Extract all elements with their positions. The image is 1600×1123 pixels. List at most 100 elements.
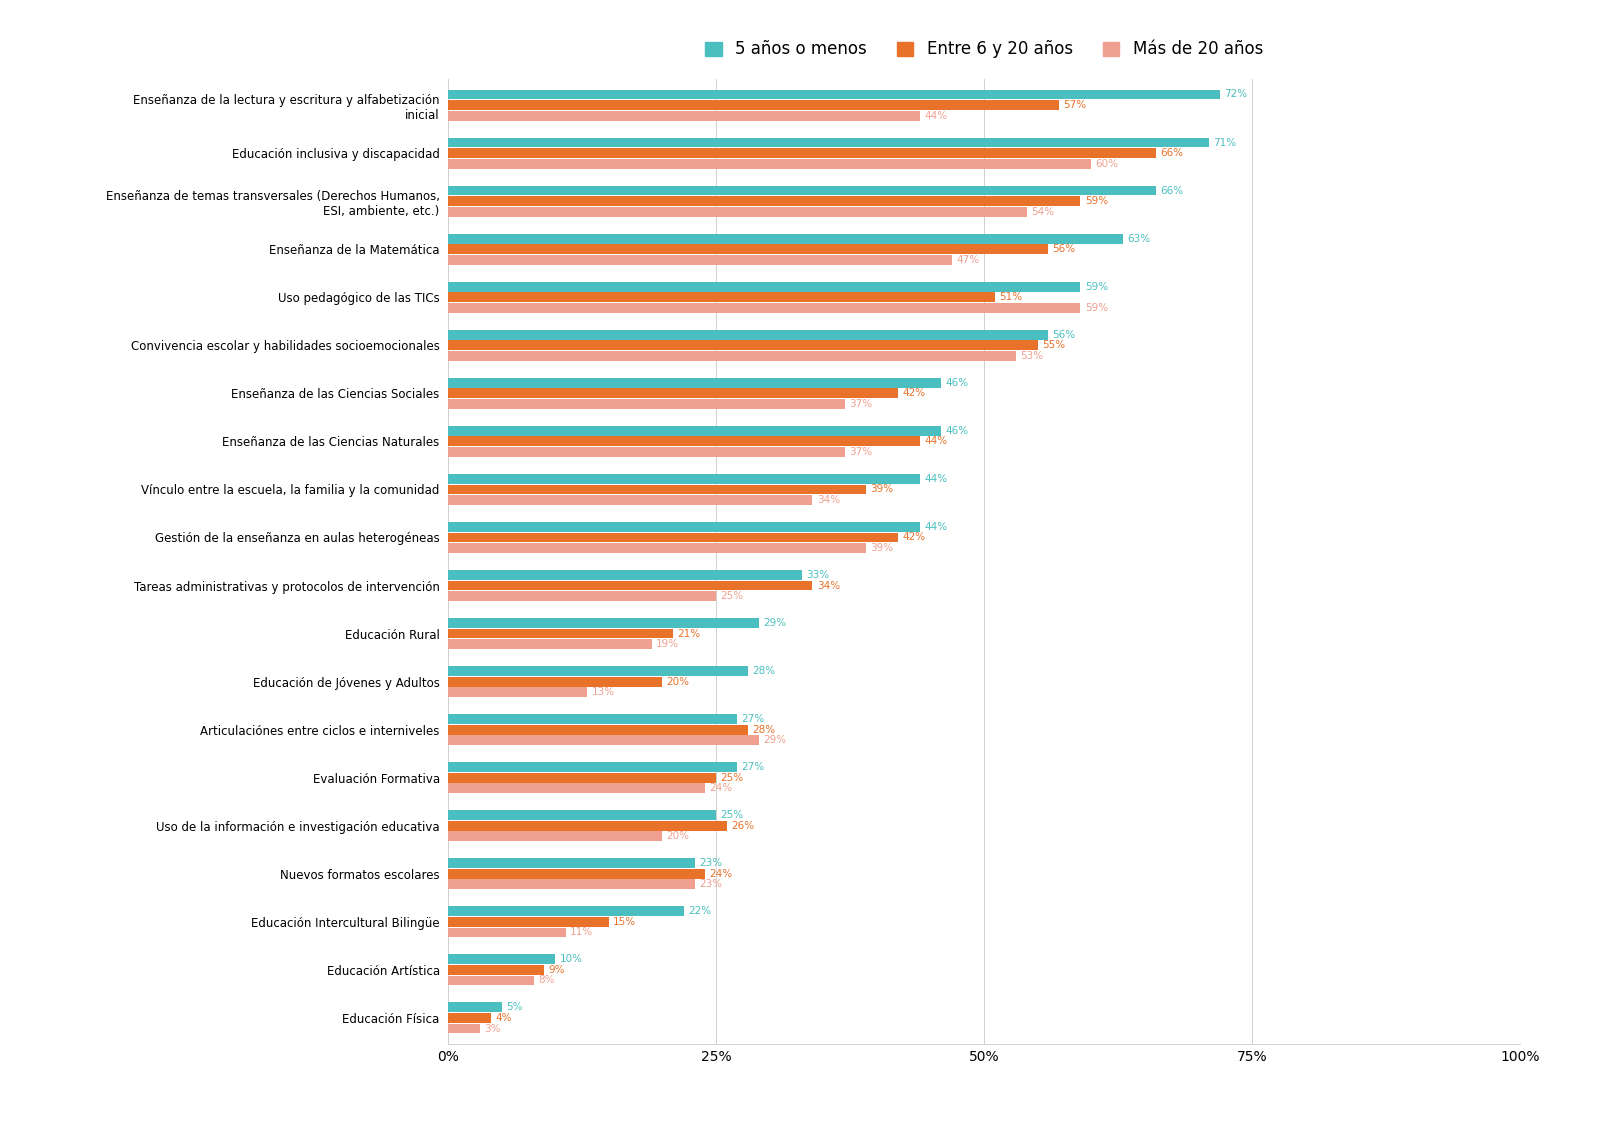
Text: 37%: 37% [850, 399, 872, 409]
Bar [448, 207, 1027, 217]
Bar [448, 581, 813, 591]
Bar [448, 1023, 480, 1033]
Text: 55%: 55% [1042, 340, 1066, 350]
Text: 11%: 11% [570, 928, 594, 938]
Text: 26%: 26% [731, 821, 754, 831]
Text: 20%: 20% [667, 677, 690, 686]
Text: 28%: 28% [752, 724, 776, 734]
Bar [448, 714, 738, 724]
Bar [448, 666, 749, 676]
Text: 13%: 13% [592, 687, 614, 697]
Text: 59%: 59% [1085, 303, 1107, 313]
Text: 33%: 33% [806, 570, 829, 579]
Text: 42%: 42% [902, 389, 926, 399]
Text: 29%: 29% [763, 736, 786, 746]
Bar [448, 928, 566, 938]
Text: 15%: 15% [613, 916, 637, 926]
Text: 71%: 71% [1213, 137, 1237, 147]
Bar [448, 185, 1155, 195]
Text: 5%: 5% [506, 1003, 522, 1013]
Text: 66%: 66% [1160, 148, 1182, 158]
Text: 10%: 10% [560, 955, 582, 965]
Bar [448, 639, 651, 649]
Bar [448, 1003, 502, 1012]
Bar [448, 389, 898, 399]
Text: 46%: 46% [946, 426, 968, 436]
Text: 25%: 25% [720, 773, 744, 783]
Bar [448, 858, 694, 868]
Text: 19%: 19% [656, 639, 678, 649]
Text: 54%: 54% [1030, 207, 1054, 217]
Text: 37%: 37% [850, 447, 872, 457]
Bar [448, 906, 683, 916]
Bar [448, 976, 534, 985]
Bar [448, 618, 758, 628]
Bar [448, 100, 1059, 110]
Bar [448, 495, 813, 505]
Bar [448, 773, 717, 783]
Text: 25%: 25% [720, 810, 744, 820]
Text: 44%: 44% [923, 110, 947, 120]
Bar [448, 687, 587, 697]
Bar [448, 282, 1080, 292]
Bar [448, 90, 1219, 100]
Bar [448, 784, 706, 793]
Bar [448, 197, 1080, 206]
Text: 9%: 9% [549, 965, 565, 975]
Text: 44%: 44% [923, 522, 947, 532]
Legend: 5 años o menos, Entre 6 y 20 años, Más de 20 años: 5 años o menos, Entre 6 y 20 años, Más d… [698, 34, 1270, 65]
Bar [448, 303, 1080, 312]
Bar [448, 399, 845, 409]
Text: 47%: 47% [957, 255, 979, 265]
Bar [448, 255, 952, 265]
Bar [448, 811, 717, 820]
Bar [448, 245, 1048, 254]
Bar [448, 965, 544, 975]
Bar [448, 340, 1038, 350]
Text: 63%: 63% [1128, 234, 1150, 244]
Text: 66%: 66% [1160, 185, 1182, 195]
Text: 8%: 8% [538, 976, 555, 986]
Bar [448, 544, 866, 553]
Bar [448, 1013, 491, 1023]
Bar [448, 447, 845, 457]
Bar [448, 111, 920, 120]
Bar [448, 522, 920, 532]
Text: 4%: 4% [494, 1013, 512, 1023]
Text: 39%: 39% [870, 484, 893, 494]
Text: 27%: 27% [742, 763, 765, 773]
Bar [448, 234, 1123, 244]
Bar [448, 869, 706, 878]
Bar [448, 831, 662, 841]
Bar [448, 724, 749, 734]
Text: 3%: 3% [485, 1023, 501, 1033]
Text: 34%: 34% [816, 495, 840, 505]
Bar [448, 158, 1091, 168]
Text: 22%: 22% [688, 906, 712, 916]
Text: 59%: 59% [1085, 282, 1107, 292]
Bar [448, 292, 995, 302]
Text: 28%: 28% [752, 666, 776, 676]
Text: 20%: 20% [667, 831, 690, 841]
Text: 56%: 56% [1053, 330, 1075, 340]
Text: 24%: 24% [709, 783, 733, 793]
Text: 27%: 27% [742, 714, 765, 724]
Text: 25%: 25% [720, 591, 744, 601]
Bar [448, 677, 662, 686]
Text: 29%: 29% [763, 618, 786, 628]
Text: 72%: 72% [1224, 90, 1248, 100]
Bar [448, 350, 1016, 360]
Text: 39%: 39% [870, 544, 893, 553]
Bar [448, 591, 717, 601]
Bar [448, 879, 694, 889]
Text: 24%: 24% [709, 869, 733, 879]
Bar [448, 138, 1210, 147]
Bar [448, 474, 920, 484]
Text: 21%: 21% [677, 629, 701, 639]
Bar [448, 377, 941, 387]
Text: 53%: 53% [1021, 350, 1043, 360]
Bar [448, 532, 898, 542]
Text: 44%: 44% [923, 437, 947, 446]
Text: 44%: 44% [923, 474, 947, 484]
Bar [448, 437, 920, 446]
